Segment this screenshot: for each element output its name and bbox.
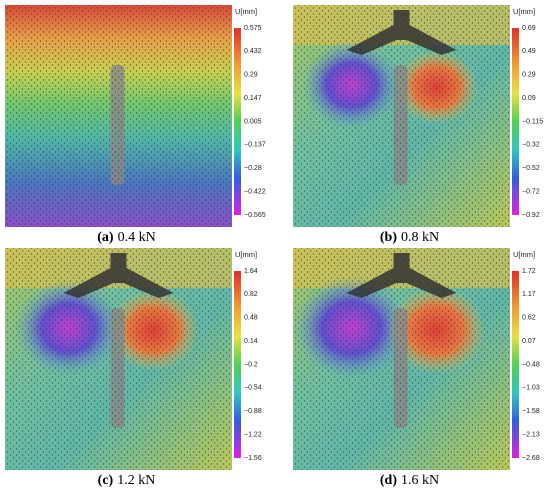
colorbar xyxy=(234,271,241,458)
colorbar-tick-label: −0.565 xyxy=(244,212,266,219)
colorbar-title: U[mm] xyxy=(235,7,257,16)
caption-label: (c) xyxy=(98,473,114,487)
colorbar-tick-label: −0.92 xyxy=(522,212,540,219)
colorbar-tick-label: 0.005 xyxy=(244,118,262,125)
caption: (c) 1.2 kN xyxy=(98,473,156,487)
contour-image xyxy=(5,248,232,470)
colorbar-tick-label: −0.32 xyxy=(522,142,540,149)
colorbar-tick-label: 0.29 xyxy=(522,72,536,79)
colorbar-tick-label: −2.68 xyxy=(522,455,540,462)
colorbar-tick-label: −1.03 xyxy=(522,385,540,392)
panel: U[mm] 1.72 1.17 0.62 0.07 −0.48 −1.03 −1.58 −2.1… xyxy=(293,248,540,488)
colorbar xyxy=(512,271,519,458)
caption-text: 0.8 kN xyxy=(401,230,439,245)
colorbar-tick-label: 1.64 xyxy=(244,268,258,275)
colorbar-tick-label: −0.48 xyxy=(522,361,540,368)
colorbar-tick-label: −0.54 xyxy=(244,385,262,392)
colorbar-tick-label: −0.422 xyxy=(244,188,266,195)
dots xyxy=(293,5,510,227)
colorbar-tick-label: 0.432 xyxy=(244,48,262,55)
colorbar-tick-label: −0.28 xyxy=(244,165,262,172)
colorbar-tick-label: 0.69 xyxy=(522,25,536,32)
panel: U[mm] 0.69 0.49 0.29 0.09 −0.115 −0.32 −0.52 −0.… xyxy=(293,5,543,245)
caption: (a) 0.4 kN xyxy=(97,230,155,245)
caption: (d) 1.6 kN xyxy=(380,473,439,487)
caption: (b) 0.8 kN xyxy=(380,230,439,245)
caption-text: 0.4 kN xyxy=(118,230,156,245)
colorbar-tick-label: −2.13 xyxy=(522,431,540,438)
colorbar-tick-label: 0.14 xyxy=(244,338,258,345)
colorbar-tick-label: 0.147 xyxy=(244,95,262,102)
colorbar-tick-label: 0.62 xyxy=(522,315,536,322)
colorbar-title: U[mm] xyxy=(513,250,535,259)
caption-label: (a) xyxy=(97,230,114,245)
colorbar-tick-label: 1.17 xyxy=(522,291,536,298)
panel: U[mm] 0.575 0.432 0.29 0.147 0.005 −0.137 −0.28… xyxy=(5,5,266,245)
colorbar-tick-label: −0.72 xyxy=(522,188,540,195)
caption-text: 1.2 kN xyxy=(117,473,155,487)
colorbar xyxy=(512,28,519,215)
caption-label: (b) xyxy=(380,230,397,245)
colorbar-tick-label: 0.49 xyxy=(522,48,536,55)
colorbar-tick-label: −0.88 xyxy=(244,408,262,415)
dots xyxy=(293,248,510,470)
colorbar-tick-label: −1.22 xyxy=(244,431,262,438)
colorbar-tick-label: 0.09 xyxy=(522,95,536,102)
colorbar-tick-label: 0.82 xyxy=(244,291,258,298)
colorbar-title: U[mm] xyxy=(235,250,257,259)
colorbar-tick-label: 0.575 xyxy=(244,25,262,32)
dots xyxy=(5,248,232,470)
colorbar-tick-label: −0.115 xyxy=(522,118,543,125)
colorbar-tick-label: 0.29 xyxy=(244,72,258,79)
colorbar-tick-label: 0.07 xyxy=(522,338,536,345)
colorbar-tick-label: 1.72 xyxy=(522,268,536,275)
dots xyxy=(5,5,232,227)
caption-label: (d) xyxy=(380,473,397,487)
colorbar-title: U[mm] xyxy=(513,7,535,16)
colorbar-tick-label: −0.137 xyxy=(244,142,266,149)
contour-image xyxy=(5,5,232,227)
caption-text: 1.6 kN xyxy=(401,473,439,487)
colorbar-tick-label: −0.52 xyxy=(522,165,540,172)
panel: U[mm] 1.64 0.82 0.48 0.14 −0.2 −0.54 −0.88 −1.22… xyxy=(5,248,262,488)
colorbar-tick-label: −1.58 xyxy=(522,408,540,415)
contour-image xyxy=(293,5,510,227)
colorbar-tick-label: 0.48 xyxy=(244,315,258,322)
colorbar-tick-label: −1.56 xyxy=(244,455,262,462)
colorbar-tick-label: −0.2 xyxy=(244,361,258,368)
contour-image xyxy=(293,248,510,470)
colorbar xyxy=(234,28,241,215)
